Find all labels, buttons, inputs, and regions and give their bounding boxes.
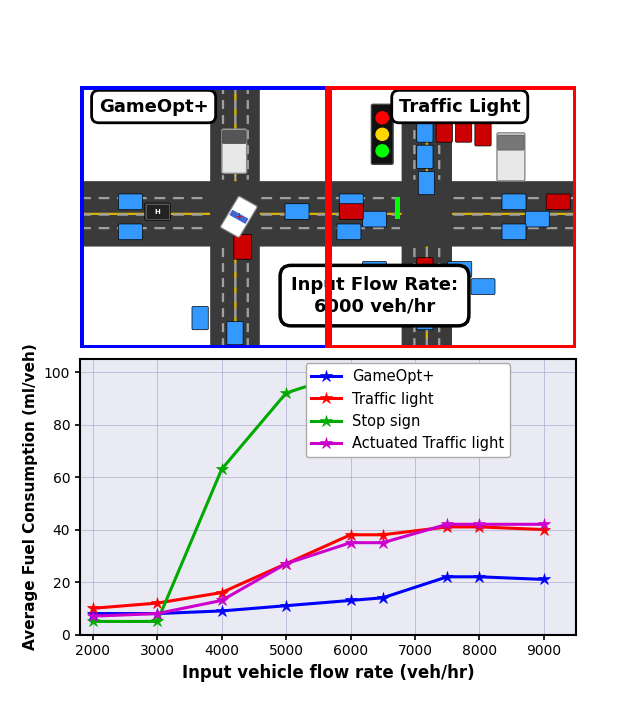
Y-axis label: Average Fuel Consumption (ml/veh): Average Fuel Consumption (ml/veh) (23, 344, 38, 650)
FancyBboxPatch shape (525, 211, 549, 227)
FancyBboxPatch shape (285, 204, 309, 220)
Text: Input Flow Rate:
6000 veh/hr: Input Flow Rate: 6000 veh/hr (291, 276, 458, 315)
Text: GameOpt+: GameOpt+ (99, 98, 209, 116)
FancyBboxPatch shape (118, 194, 142, 210)
Bar (328, 86, 576, 348)
Bar (229, 210, 248, 224)
FancyBboxPatch shape (417, 284, 433, 307)
Traffic light (282, 560, 290, 568)
Text: +: + (236, 212, 243, 221)
GameOpt+ (218, 607, 225, 615)
Traffic light (379, 530, 387, 539)
Circle shape (376, 112, 388, 124)
Actuated Traffic light (476, 520, 483, 528)
FancyBboxPatch shape (339, 279, 364, 294)
X-axis label: Input vehicle flow rate (veh/hr): Input vehicle flow rate (veh/hr) (182, 664, 474, 682)
Actuated Traffic light (379, 538, 387, 547)
Bar (80, 86, 328, 348)
Traffic light (347, 530, 355, 539)
GameOpt+ (282, 601, 290, 610)
Stop sign (89, 617, 97, 626)
GameOpt+ (444, 573, 451, 581)
GameOpt+ (476, 573, 483, 581)
FancyBboxPatch shape (223, 130, 246, 143)
FancyBboxPatch shape (371, 104, 393, 164)
Stop sign (218, 465, 225, 473)
Text: H: H (155, 209, 161, 215)
Traffic light (154, 599, 161, 607)
FancyBboxPatch shape (118, 224, 142, 240)
Bar (146, 204, 169, 219)
GameOpt+ (154, 610, 161, 618)
Bar (396, 197, 400, 219)
FancyBboxPatch shape (362, 262, 387, 277)
Line: Traffic light: Traffic light (86, 520, 550, 615)
Actuated Traffic light (444, 520, 451, 528)
Actuated Traffic light (282, 560, 290, 568)
Traffic light (444, 523, 451, 531)
FancyBboxPatch shape (502, 194, 526, 210)
GameOpt+ (379, 593, 387, 602)
FancyBboxPatch shape (417, 257, 433, 281)
GameOpt+ (89, 610, 97, 618)
Stop sign (154, 617, 161, 626)
FancyBboxPatch shape (456, 119, 472, 142)
Legend: GameOpt+, Traffic light, Stop sign, Actuated Traffic light: GameOpt+, Traffic light, Stop sign, Actu… (305, 364, 510, 457)
FancyBboxPatch shape (339, 204, 364, 220)
Traffic light (476, 523, 483, 531)
Traffic light (89, 604, 97, 612)
GameOpt+ (540, 575, 548, 584)
FancyBboxPatch shape (227, 322, 243, 345)
FancyBboxPatch shape (362, 211, 387, 227)
FancyBboxPatch shape (417, 307, 433, 329)
FancyBboxPatch shape (419, 171, 435, 195)
Traffic light (540, 525, 548, 534)
Text: Traffic Light: Traffic Light (399, 98, 520, 116)
Line: Actuated Traffic light: Actuated Traffic light (86, 518, 550, 622)
Line: GameOpt+: GameOpt+ (86, 570, 550, 620)
Circle shape (376, 128, 388, 140)
FancyBboxPatch shape (471, 279, 495, 294)
Traffic light (218, 588, 225, 597)
FancyBboxPatch shape (546, 194, 570, 210)
FancyBboxPatch shape (502, 224, 526, 240)
GameOpt+ (347, 596, 355, 605)
FancyBboxPatch shape (222, 129, 246, 173)
Stop sign (347, 368, 355, 376)
FancyBboxPatch shape (497, 133, 525, 181)
FancyBboxPatch shape (498, 135, 524, 150)
FancyBboxPatch shape (145, 203, 170, 220)
Actuated Traffic light (218, 596, 225, 605)
Actuated Traffic light (540, 520, 548, 528)
Actuated Traffic light (347, 538, 355, 547)
FancyBboxPatch shape (417, 145, 433, 168)
FancyBboxPatch shape (221, 197, 257, 237)
Circle shape (376, 145, 388, 157)
FancyBboxPatch shape (448, 262, 472, 277)
FancyBboxPatch shape (417, 119, 433, 142)
Actuated Traffic light (89, 612, 97, 620)
FancyBboxPatch shape (234, 235, 252, 260)
Stop sign (282, 389, 290, 397)
FancyBboxPatch shape (475, 123, 491, 146)
FancyBboxPatch shape (339, 194, 364, 210)
Actuated Traffic light (154, 610, 161, 618)
FancyBboxPatch shape (436, 119, 452, 142)
FancyBboxPatch shape (337, 224, 361, 240)
FancyBboxPatch shape (192, 307, 208, 329)
Line: Stop sign: Stop sign (86, 366, 356, 627)
